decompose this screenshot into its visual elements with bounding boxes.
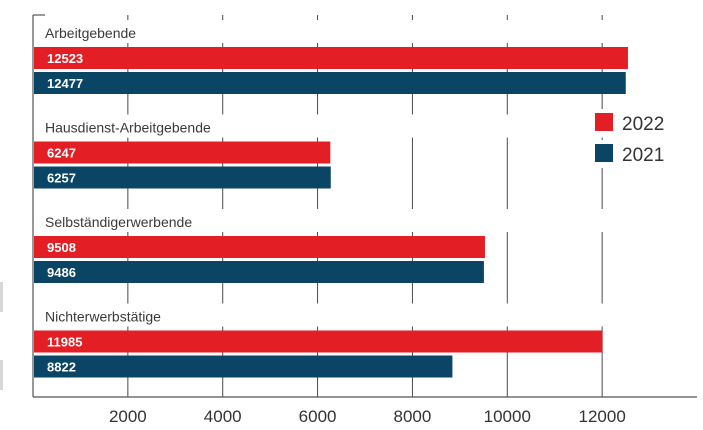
- x-tick-label-4: 10000: [484, 407, 531, 426]
- x-axis-ticks: 2000 4000 6000 8000 10000 12000: [109, 407, 626, 426]
- edge-mark-bottom: [0, 360, 3, 390]
- category-bg-0: [34, 20, 674, 43]
- category-label-3: Nichterwerbstätige: [45, 309, 161, 325]
- bar-2021-0: [34, 72, 626, 94]
- bar-2022-1: [34, 141, 331, 164]
- x-tick-label-1: 4000: [204, 407, 242, 426]
- labels: Arbeitgebende 12523 12477 Hausdienst-Arbeit…: [45, 25, 211, 375]
- x-tick-label-2: 6000: [299, 407, 337, 426]
- legend-swatch-2022: [595, 113, 613, 131]
- bars: [34, 20, 674, 378]
- category-label-1: Hausdienst-Arbeitgebende: [45, 120, 211, 136]
- bar-label-2021-0: 12477: [47, 76, 83, 91]
- bar-label-2022-2: 9508: [47, 240, 76, 255]
- bar-label-2021-3: 8822: [47, 360, 76, 375]
- bar-2022-3: [34, 330, 603, 353]
- bar-label-2022-1: 6247: [47, 146, 76, 161]
- x-tick-label-0: 2000: [109, 407, 147, 426]
- category-bg-3: [34, 303, 674, 327]
- legend-swatch-2021: [595, 144, 613, 162]
- bar-2022-0: [34, 47, 628, 69]
- legend-label-2021: 2021: [622, 145, 664, 166]
- bar-label-2021-1: 6257: [47, 171, 76, 186]
- bar-2021-3: [34, 355, 453, 378]
- x-tick-label-3: 8000: [394, 407, 432, 426]
- edge-mark-top: [0, 282, 3, 312]
- category-label-2: Selbständigerwerbende: [45, 214, 192, 230]
- category-bg-1: [34, 114, 674, 138]
- bar-2021-2: [34, 261, 484, 283]
- bar-2022-2: [34, 236, 485, 258]
- bar-label-2022-0: 12523: [47, 51, 83, 66]
- legend-label-2022: 2022: [622, 114, 664, 135]
- legend: 2022 2021: [591, 109, 671, 168]
- category-bg-2: [34, 209, 674, 232]
- bar-2021-1: [34, 166, 331, 189]
- x-tick-label-5: 12000: [579, 407, 626, 426]
- bar-label-2021-2: 9486: [47, 265, 76, 280]
- bar-label-2022-3: 11985: [47, 335, 82, 350]
- category-label-0: Arbeitgebende: [45, 25, 136, 41]
